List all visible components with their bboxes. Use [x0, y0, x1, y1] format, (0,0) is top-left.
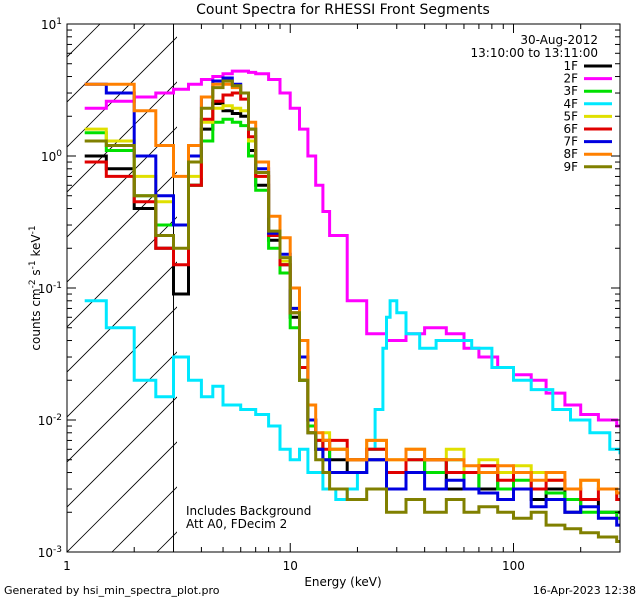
hatch-line	[67, 216, 177, 328]
series-9f	[84, 79, 620, 543]
y-tick-label: 100	[41, 149, 62, 164]
legend-label-8f: 8F	[563, 147, 578, 161]
series-layer	[84, 69, 620, 543]
y-tick-label: 101	[41, 17, 62, 32]
hatch-line	[67, 441, 177, 552]
legend-label-9f: 9F	[563, 160, 578, 174]
legend-label-4f: 4F	[563, 97, 578, 111]
series-4f	[84, 299, 620, 501]
y-axis-label: counts cm-2 s-1 keV-1	[28, 225, 43, 350]
y-tick-labels: 101 100 10-1 10-2 10-3	[38, 17, 63, 560]
legend-label-2f: 2F	[563, 72, 578, 86]
footer-timestamp: 16-Apr-2023 12:38	[533, 584, 636, 597]
x-axis-label: Energy (keV)	[304, 575, 381, 589]
legend-label-5f: 5F	[563, 109, 578, 123]
series-2f	[84, 69, 620, 428]
hatch-line	[67, 81, 177, 193]
hatch-line	[67, 261, 177, 373]
y-tick-label: 10-1	[38, 281, 62, 296]
annotation-attenuator: Att A0, FDecim 2	[186, 517, 287, 531]
legend-date: 30-Aug-2012	[520, 33, 598, 47]
legend-label-3f: 3F	[563, 84, 578, 98]
legend: 30-Aug-2012 13:10:00 to 13:11:00 1F2F3F4…	[471, 33, 612, 174]
x-tick-label: 10	[283, 559, 298, 573]
y-tick-label: 10-2	[38, 413, 62, 428]
hatch-line	[67, 396, 177, 508]
chart-title: Count Spectra for RHESSI Front Segments	[196, 2, 490, 18]
x-tick-labels: 1 10 100	[63, 559, 525, 573]
legend-label-6f: 6F	[563, 122, 578, 136]
legend-label-7f: 7F	[563, 135, 578, 149]
legend-label-1f: 1F	[563, 59, 578, 73]
annotation-background: Includes Background	[186, 504, 311, 518]
x-tick-label: 1	[63, 559, 71, 573]
x-tick-label: 100	[502, 559, 525, 573]
footer-generated-by: Generated by hsi_min_spectra_plot.pro	[4, 584, 220, 597]
axis-ticks	[66, 23, 621, 553]
legend-time-range: 13:10:00 to 13:11:00	[471, 46, 598, 60]
y-tick-label: 10-3	[38, 545, 62, 560]
series-8f	[84, 82, 620, 495]
